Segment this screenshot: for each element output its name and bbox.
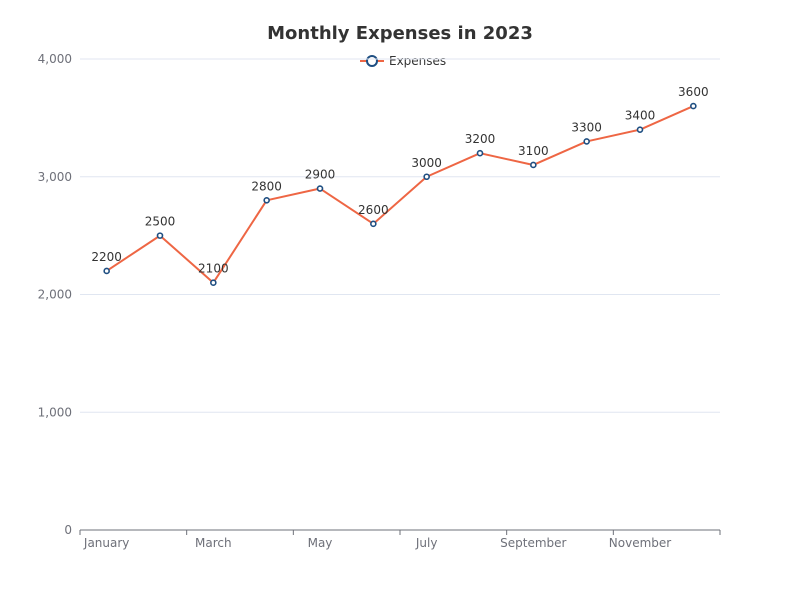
legend-label: Expenses bbox=[389, 54, 446, 68]
data-point[interactable] bbox=[636, 126, 644, 133]
y-tick-label: 3,000 bbox=[38, 170, 72, 184]
y-tick-label: 0 bbox=[64, 523, 72, 537]
data-label: 3000 bbox=[411, 156, 442, 170]
data-label: 3400 bbox=[625, 109, 656, 123]
legend[interactable]: Expenses bbox=[360, 54, 446, 68]
y-tick-label: 4,000 bbox=[38, 52, 72, 66]
x-tick-label: May bbox=[308, 536, 333, 550]
data-label: 2900 bbox=[305, 168, 336, 182]
data-label: 3200 bbox=[465, 132, 496, 146]
y-tick-label: 1,000 bbox=[38, 405, 72, 419]
data-label: 3100 bbox=[518, 144, 549, 158]
data-point[interactable] bbox=[423, 173, 430, 181]
x-tick-label: July bbox=[415, 536, 438, 550]
data-label: 3600 bbox=[678, 85, 709, 99]
data-point[interactable] bbox=[583, 138, 590, 145]
data-label: 2800 bbox=[251, 179, 282, 193]
data-point[interactable] bbox=[530, 161, 537, 169]
data-point[interactable] bbox=[210, 279, 217, 287]
data-label: 2600 bbox=[358, 203, 389, 217]
chart-title: Monthly Expenses in 2023 bbox=[267, 23, 533, 44]
series-layer bbox=[106, 105, 694, 284]
data-point[interactable] bbox=[156, 232, 164, 239]
point-layer bbox=[103, 102, 697, 287]
data-point[interactable] bbox=[316, 185, 324, 192]
data-label: 2100 bbox=[198, 262, 229, 276]
x-tick-label: September bbox=[500, 536, 566, 550]
data-point[interactable] bbox=[476, 149, 484, 157]
x-tick-label: January bbox=[83, 536, 130, 550]
data-point[interactable] bbox=[103, 267, 110, 275]
label-layer: 2200 2500 2100 2800 2900 2600 3000 3200 3100 3300… bbox=[91, 85, 708, 276]
axis-layer: 0 1,000 2,000 3,000 4,000 January March May July… bbox=[38, 52, 721, 550]
data-label: 3300 bbox=[571, 120, 602, 134]
data-label: 2200 bbox=[91, 250, 122, 264]
grid-layer bbox=[80, 58, 720, 413]
x-tick-label: November bbox=[609, 536, 671, 550]
data-label: 2500 bbox=[145, 215, 176, 229]
data-point[interactable] bbox=[263, 197, 270, 204]
data-point[interactable] bbox=[370, 220, 377, 228]
legend-marker-icon bbox=[366, 55, 378, 67]
series-line bbox=[106, 105, 694, 284]
data-point[interactable] bbox=[690, 102, 697, 110]
x-tick-label: March bbox=[195, 536, 232, 550]
y-tick-label: 2,000 bbox=[38, 288, 72, 302]
